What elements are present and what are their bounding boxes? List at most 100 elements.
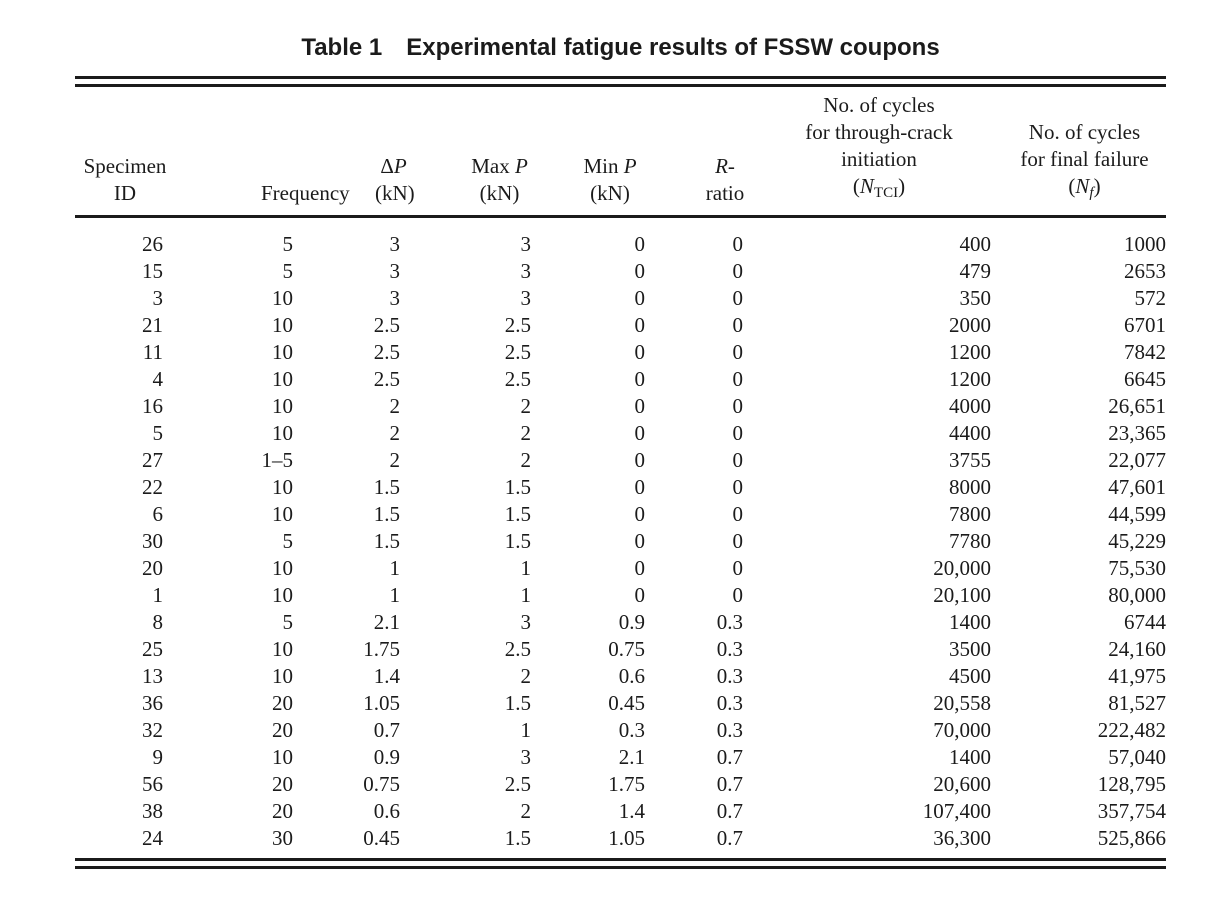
table-cell: 2 <box>389 421 401 445</box>
header-line: No. of cycles <box>823 93 935 117</box>
table-cell: 0.9 <box>373 745 400 769</box>
table-cell: 0.6 <box>373 799 400 823</box>
table-cell: 3755 <box>949 448 991 472</box>
table-cell: 0.45 <box>363 826 400 850</box>
table-cell: 0 <box>634 475 646 499</box>
table-cell: 10 <box>272 286 293 310</box>
table-cell: 36,300 <box>933 826 991 850</box>
table-cell: 22,077 <box>1108 448 1166 472</box>
p-variable: P <box>393 154 407 178</box>
table-row: 1 10 1 1 0 0 20,100 80,000 <box>75 582 1167 609</box>
table-cell: 0 <box>732 448 744 472</box>
table-cell: 0 <box>634 556 646 580</box>
table-cell: 0.45 <box>608 691 645 715</box>
table-cell: 10 <box>272 475 293 499</box>
table-cell: 1.75 <box>608 772 645 796</box>
table-cell: 0 <box>634 259 646 283</box>
table-cell: 0.7 <box>716 772 743 796</box>
table-row: 25 10 1.75 2.5 0.75 0.3 3500 24,160 <box>75 636 1166 663</box>
table-cell: 1200 <box>949 340 991 364</box>
table-cell: 44,599 <box>1108 502 1166 526</box>
table-cell: 0 <box>732 421 744 445</box>
table-cell: 0 <box>634 232 646 256</box>
table-cell: 57,040 <box>1108 745 1166 769</box>
table-cell: 4500 <box>949 664 991 688</box>
table-row: 9 10 0.9 3 2.1 0.7 1400 57,040 <box>75 744 1167 771</box>
table-cell: 2000 <box>949 313 991 337</box>
table-cell: 20 <box>272 718 293 742</box>
r-dash: - <box>727 154 735 178</box>
table-cell: 0.3 <box>716 691 743 715</box>
table-cell: 27 <box>142 448 163 472</box>
table-cell: 1.5 <box>373 475 400 499</box>
table-row: 56 20 0.75 2.5 1.75 0.7 20,600 128,795 <box>75 771 1166 798</box>
table-cell: 41,975 <box>1108 664 1166 688</box>
table-cell: 8 <box>152 610 164 634</box>
table-cell: 0.7 <box>716 745 743 769</box>
table-cell: 0 <box>732 583 744 607</box>
table-row: 16 10 2 2 0 0 4000 26,651 <box>75 393 1166 420</box>
table-cell: 56 <box>142 772 163 796</box>
table-row: 3 10 3 3 0 0 350 572 <box>75 285 1167 312</box>
header-row: Specimen ID Frequency ΔP (kN) Max P (kN)… <box>75 92 1166 218</box>
header-line: for through-crack <box>805 120 953 144</box>
table-cell: 23,365 <box>1108 421 1166 445</box>
table-cell: 0 <box>634 394 646 418</box>
table-cell: 1.5 <box>504 691 531 715</box>
table-cell: 10 <box>272 502 293 526</box>
header-line: for final failure <box>1020 147 1149 171</box>
table-cell: 2.1 <box>618 745 645 769</box>
table-row: 15 5 3 3 0 0 479 2653 <box>75 258 1166 285</box>
header-unit: (kN) <box>590 181 630 205</box>
table-cell: 20,600 <box>933 772 991 796</box>
header-line: initiation <box>841 147 917 171</box>
col-header-specimen-id: Specimen ID <box>75 92 175 218</box>
table-cell: 4400 <box>949 421 991 445</box>
table-row: 4 10 2.5 2.5 0 0 1200 6645 <box>75 366 1167 393</box>
table-cell: 0.9 <box>618 610 645 634</box>
table-cell: 2653 <box>1124 259 1166 283</box>
table-row: 22 10 1.5 1.5 0 0 8000 47,601 <box>75 474 1166 501</box>
table-cell: 20,000 <box>933 556 991 580</box>
table-cell: 0.7 <box>373 718 400 742</box>
table-cell: 0 <box>634 367 646 391</box>
table-cell: 2.5 <box>373 367 400 391</box>
table-cell: 3500 <box>949 637 991 661</box>
table-cell: 0 <box>732 475 744 499</box>
p-variable: P <box>623 154 637 178</box>
table-cell: 0 <box>732 340 744 364</box>
table-cell: 350 <box>959 286 992 310</box>
table-row: 20 10 1 1 0 0 20,000 75,530 <box>75 555 1166 582</box>
table-cell: 36 <box>142 691 163 715</box>
table-cell: 3 <box>520 259 532 283</box>
table-cell: 10 <box>272 367 293 391</box>
table-row: 8 5 2.1 3 0.9 0.3 1400 6744 <box>75 609 1167 636</box>
header-line: ID <box>113 181 137 205</box>
table-cell: 1200 <box>949 367 991 391</box>
table-cell: 0 <box>732 394 744 418</box>
table-cell: 1.75 <box>363 637 400 661</box>
table-cell: 1.5 <box>504 826 531 850</box>
table-cell: 0 <box>732 232 744 256</box>
table-body: 26 5 3 3 0 0 400 1000 15 5 3 3 0 0 479 2653 3 10 3 3 0 0 350 57… <box>75 217 1166 853</box>
table-cell: 10 <box>272 421 293 445</box>
table-cell: 0 <box>634 313 646 337</box>
table-row: 5 10 2 2 0 0 4400 23,365 <box>75 420 1167 447</box>
tci-subscript: TCI <box>873 185 899 201</box>
table-cell: 3 <box>389 232 401 256</box>
col-header-min-p: Min P (kN) <box>543 92 657 218</box>
table-cell: 38 <box>142 799 163 823</box>
table-cell: 26 <box>142 232 163 256</box>
table-cell: 0 <box>732 286 744 310</box>
n-variable: N <box>1075 174 1090 198</box>
header-unit: (kN) <box>479 181 520 205</box>
table-cell: 81,527 <box>1108 691 1166 715</box>
table-cell: 1.5 <box>504 529 531 553</box>
table-cell: 20,558 <box>933 691 991 715</box>
table-cell: 26,651 <box>1108 394 1166 418</box>
paren-open: ( <box>852 174 860 198</box>
table-cell: 22 <box>142 475 163 499</box>
table-cell: 3 <box>520 745 532 769</box>
table-header: Specimen ID Frequency ΔP (kN) Max P (kN)… <box>75 92 1166 218</box>
